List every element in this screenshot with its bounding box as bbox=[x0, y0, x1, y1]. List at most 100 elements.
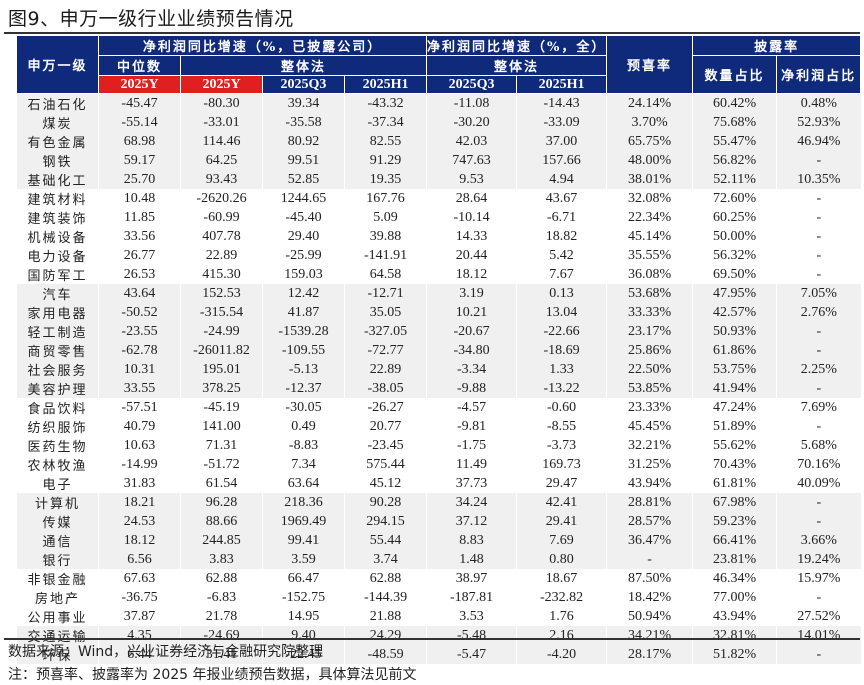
header-overall-disclosed: 整体法 bbox=[179, 55, 428, 76]
cell-overall-2025y: -315.54 bbox=[180, 303, 263, 322]
table-row: 医药生物 10.63 71.31 -8.83 -23.45 -1.75 -3.73 32.21… bbox=[16, 436, 861, 455]
cell-overall-2025y: -80.30 bbox=[180, 93, 263, 113]
cell-all-2025q3: -34.80 bbox=[426, 341, 517, 360]
industry-name-cell: 建筑装饰 bbox=[16, 208, 99, 227]
cell-overall-2025h1: 575.44 bbox=[343, 455, 427, 474]
table-row: 银行 6.56 3.83 3.59 3.74 1.48 0.80-23.81% 19.24% bbox=[16, 550, 861, 569]
cell-overall-2025h1: -26.27 bbox=[343, 398, 427, 417]
cell-all-2025h1: -6.71 bbox=[516, 208, 607, 227]
cell-all-2025q3: 34.24 bbox=[426, 493, 517, 512]
cell-overall-2025y: 195.01 bbox=[180, 360, 263, 379]
cell-overall-2025h1: -37.34 bbox=[343, 113, 427, 132]
cell-all-2025q3: -11.08 bbox=[426, 93, 517, 113]
cell-overall-2025h1: -141.91 bbox=[343, 246, 427, 265]
cell-all-2025q3: 42.03 bbox=[426, 132, 517, 151]
cell-median-2025y: -36.75 bbox=[98, 588, 181, 607]
cell-all-2025h1: -22.66 bbox=[516, 322, 607, 341]
cell-overall-2025q3: 66.47 bbox=[262, 569, 345, 588]
cell-profit-share: 40.09% bbox=[776, 474, 861, 493]
cell-overall-2025y: 31.41 bbox=[180, 645, 263, 664]
cell-overall-2025q3: 1244.65 bbox=[262, 189, 345, 208]
cell-count-share: 56.82% bbox=[692, 151, 777, 170]
cell-overall-2025y: 244.85 bbox=[180, 531, 263, 550]
industry-name-cell: 计算机 bbox=[16, 493, 99, 512]
table-row: 机械设备 33.56 407.78 29.40 39.88 14.33 18.82 45.14… bbox=[16, 227, 861, 246]
header-group-disclosed: 净利润同比增速（%，已披露公司） bbox=[97, 35, 428, 56]
cell-overall-2025h1: 24.29 bbox=[343, 626, 427, 645]
industry-name-cell: 轻工制造 bbox=[16, 322, 99, 341]
table-row: 电子 31.83 61.54 63.64 45.12 37.73 29.47 43.94% 61… bbox=[16, 474, 861, 493]
table-row: 石油石化 -45.47 -80.30 39.34 -43.32 -11.08 -14.43 2… bbox=[16, 93, 861, 113]
cell-all-2025h1: 5.42 bbox=[516, 246, 607, 265]
cell-profit-share: - bbox=[776, 265, 861, 284]
header-period: 2025Q3 bbox=[426, 75, 518, 94]
cell-all-2025h1: -13.22 bbox=[516, 379, 607, 398]
cell-overall-2025q3: -30.05 bbox=[262, 398, 345, 417]
cell-overall-2025q3: -22.45 bbox=[262, 645, 345, 664]
cell-profit-share: 10.35% bbox=[776, 170, 861, 189]
cell-overall-2025h1: 5.09 bbox=[343, 208, 427, 227]
industry-name-cell: 美容护理 bbox=[16, 379, 99, 398]
cell-preview-rate: 48.00% bbox=[606, 151, 693, 170]
cell-profit-share: - bbox=[776, 246, 861, 265]
cell-profit-share: 0.48% bbox=[776, 93, 861, 113]
cell-overall-2025h1: 167.76 bbox=[343, 189, 427, 208]
cell-all-2025q3: 20.44 bbox=[426, 246, 517, 265]
table-row: 传媒 24.53 88.66 1969.49 294.15 37.12 29.41 28.57… bbox=[16, 512, 861, 531]
cell-median-2025y: 18.21 bbox=[98, 493, 181, 512]
industry-name-cell: 钢铁 bbox=[16, 151, 99, 170]
cell-overall-2025h1: 294.15 bbox=[343, 512, 427, 531]
cell-all-2025h1: 43.67 bbox=[516, 189, 607, 208]
header-industry: 申万一级 bbox=[16, 35, 99, 94]
header-median: 中位数 bbox=[98, 55, 181, 76]
industry-name-cell: 基础化工 bbox=[16, 170, 99, 189]
cell-all-2025h1: 7.69 bbox=[516, 531, 607, 550]
cell-count-share: 56.32% bbox=[692, 246, 777, 265]
cell-overall-2025q3: -25.99 bbox=[262, 246, 345, 265]
cell-profit-share: 2.25% bbox=[776, 360, 861, 379]
header-overall-all: 整体法 bbox=[426, 55, 608, 76]
industry-name-cell: 传媒 bbox=[16, 512, 99, 531]
cell-median-2025y: 10.63 bbox=[98, 436, 181, 455]
industry-name-cell: 银行 bbox=[16, 550, 99, 569]
cell-profit-share: - bbox=[776, 208, 861, 227]
cell-preview-rate: 34.21% bbox=[606, 626, 693, 645]
header-preview-rate: 预喜率 bbox=[606, 35, 694, 94]
cell-median-2025y: 33.55 bbox=[98, 379, 181, 398]
cell-overall-2025h1: -38.05 bbox=[343, 379, 427, 398]
industry-name-cell: 环保 bbox=[16, 645, 99, 664]
cell-all-2025q3: -4.57 bbox=[426, 398, 517, 417]
cell-median-2025y: -55.14 bbox=[98, 113, 181, 132]
cell-overall-2025q3: -12.37 bbox=[262, 379, 345, 398]
cell-median-2025y: 25.70 bbox=[98, 170, 181, 189]
cell-count-share: 69.50% bbox=[692, 265, 777, 284]
cell-overall-2025y: 96.28 bbox=[180, 493, 263, 512]
industry-forecast-table: 申万一级 净利润同比增速（%，已披露公司） 净利润同比增速（%，全） 预喜率 披… bbox=[16, 35, 862, 664]
industry-name-cell: 建筑材料 bbox=[16, 189, 99, 208]
cell-overall-2025y: 141.00 bbox=[180, 417, 263, 436]
cell-profit-share: 46.94% bbox=[776, 132, 861, 151]
header-period: 2025Q3 bbox=[262, 75, 345, 94]
cell-overall-2025h1: 21.88 bbox=[343, 607, 427, 626]
cell-overall-2025h1: 35.05 bbox=[343, 303, 427, 322]
cell-overall-2025h1: -48.59 bbox=[343, 645, 427, 664]
industry-name-cell: 社会服务 bbox=[16, 360, 99, 379]
cell-count-share: 51.82% bbox=[692, 645, 777, 664]
cell-all-2025q3: 3.19 bbox=[426, 284, 517, 303]
table-row: 农林牧渔 -14.99 -51.72 7.34 575.44 11.49 169.73 31.… bbox=[16, 455, 861, 474]
cell-overall-2025q3: 99.51 bbox=[262, 151, 345, 170]
cell-count-share: 72.60% bbox=[692, 189, 777, 208]
table-row: 汽车 43.64 152.53 12.42 -12.71 3.19 0.13 53.68% 47… bbox=[16, 284, 861, 303]
cell-preview-rate: 36.08% bbox=[606, 265, 693, 284]
cell-preview-rate: 24.14% bbox=[606, 93, 693, 113]
table-row: 商贸零售 -62.78 -26011.82 -109.55 -72.77 -34.80 -1… bbox=[16, 341, 861, 360]
cell-overall-2025q3: 52.85 bbox=[262, 170, 345, 189]
cell-median-2025y: -14.99 bbox=[98, 455, 181, 474]
cell-overall-2025h1: -72.77 bbox=[343, 341, 427, 360]
cell-overall-2025h1: 55.44 bbox=[343, 531, 427, 550]
cell-overall-2025y: 71.31 bbox=[180, 436, 263, 455]
cell-count-share: 46.34% bbox=[692, 569, 777, 588]
cell-all-2025h1: 0.80 bbox=[516, 550, 607, 569]
table-bottom-divider bbox=[4, 638, 860, 640]
cell-median-2025y: 10.48 bbox=[98, 189, 181, 208]
